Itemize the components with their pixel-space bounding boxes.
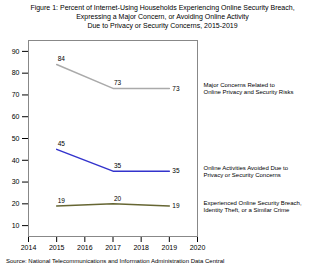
svg-text:19: 19: [172, 202, 180, 209]
svg-text:35: 35: [114, 162, 122, 169]
svg-text:2015: 2015: [49, 245, 65, 252]
svg-text:20: 20: [114, 195, 122, 202]
svg-text:2019: 2019: [162, 245, 178, 252]
svg-text:50: 50: [12, 135, 20, 142]
svg-text:2014: 2014: [21, 245, 37, 252]
html-text:Source: National Telecommunica: Source: National Telecommunications and …: [6, 258, 225, 265]
svg-text:Experienced Online Security Br: Experienced Online Security Breach,Ident…: [204, 200, 302, 213]
svg-text:70: 70: [12, 91, 20, 98]
svg-text:40: 40: [12, 157, 20, 164]
svg-text:30: 30: [12, 179, 20, 186]
svg-text:60: 60: [12, 113, 20, 120]
svg-text:19: 19: [58, 197, 66, 204]
svg-text:73: 73: [172, 85, 180, 92]
svg-text:Major Concerns Related toOnlin: Major Concerns Related toOnline Privacy …: [204, 82, 294, 95]
svg-text:90: 90: [12, 48, 20, 55]
html-text:Figure 1: Percent of Internet-: Figure 1: Percent of Internet-Using Hous…: [30, 4, 295, 30]
svg-text:2017: 2017: [105, 245, 121, 252]
svg-text:20: 20: [12, 200, 20, 207]
svg-text:10: 10: [12, 222, 20, 229]
svg-text:80: 80: [12, 70, 20, 77]
svg-text:84: 84: [58, 56, 66, 63]
svg-text:Online Activities Avoided Due: Online Activities Avoided Due toPrivacy …: [204, 165, 289, 178]
svg-text:73: 73: [114, 80, 122, 87]
svg-text:2020: 2020: [190, 245, 206, 252]
svg-text:35: 35: [172, 168, 180, 175]
svg-text:45: 45: [58, 141, 66, 148]
svg-text:2018: 2018: [133, 245, 149, 252]
svg-text:2016: 2016: [77, 245, 93, 252]
